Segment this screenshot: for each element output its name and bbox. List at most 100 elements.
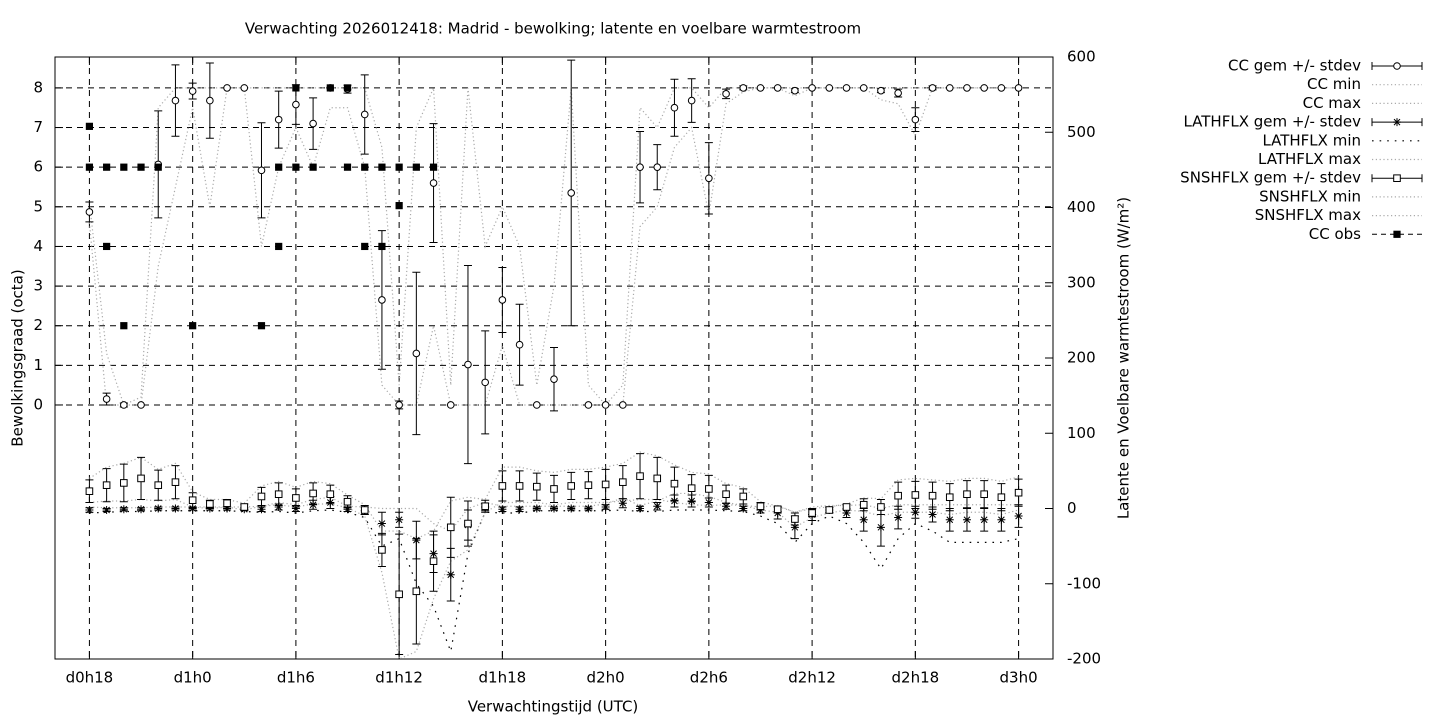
- marker: [894, 491, 902, 500]
- marker: [189, 322, 197, 330]
- x-tick-label: d1h18: [479, 669, 527, 687]
- marker: [567, 189, 576, 197]
- marker: [808, 84, 816, 92]
- marker: [188, 87, 197, 95]
- marker: [532, 482, 541, 491]
- marker: [515, 505, 524, 514]
- marker: [498, 482, 507, 490]
- marker: [429, 179, 438, 187]
- marker: [825, 84, 834, 92]
- marker: [378, 163, 386, 171]
- marker: [653, 163, 662, 171]
- marker: [705, 174, 713, 183]
- marker: [842, 503, 851, 511]
- marker: [962, 515, 971, 524]
- x-axis-label: Verwachtingstijd (UTC): [468, 698, 639, 716]
- x-tick-label: d1h12: [375, 669, 423, 687]
- marker: [85, 163, 94, 171]
- marker: [722, 90, 730, 98]
- y2-tick-label: 300: [1067, 273, 1096, 291]
- marker: [395, 515, 404, 524]
- marker: [825, 506, 834, 514]
- marker: [997, 515, 1006, 524]
- marker: [120, 163, 128, 171]
- marker: [601, 502, 610, 511]
- marker: [773, 505, 782, 514]
- marker: [343, 505, 352, 514]
- marker: [980, 515, 989, 524]
- marker: [532, 504, 541, 513]
- legend-label: LATHFLX min: [1262, 131, 1361, 149]
- y2-axis-label: Latente en Voelbare warmtestroom (W/m²): [1115, 197, 1133, 519]
- marker: [739, 84, 748, 92]
- marker: [515, 340, 524, 349]
- y-tick-label: 5: [33, 197, 43, 215]
- marker: [945, 493, 954, 502]
- marker: [498, 505, 507, 514]
- marker: [790, 523, 799, 532]
- marker: [137, 474, 145, 483]
- marker: [928, 84, 937, 92]
- marker: [532, 401, 541, 409]
- marker: [85, 487, 94, 495]
- marker: [687, 96, 696, 105]
- x-tick-label: d1h6: [277, 669, 315, 687]
- marker: [275, 242, 283, 251]
- marker: [102, 481, 111, 489]
- marker: [498, 296, 507, 304]
- marker: [584, 481, 593, 489]
- y2-tick-label: 100: [1067, 424, 1096, 442]
- marker: [137, 401, 145, 409]
- y-axis-label: Bewolkingsgraad (octa): [9, 269, 27, 446]
- marker: [1014, 488, 1023, 497]
- marker: [842, 509, 851, 518]
- marker: [137, 163, 145, 171]
- y2-tick-label: 0: [1067, 499, 1077, 517]
- marker: [154, 504, 163, 513]
- marker: [188, 496, 197, 505]
- marker: [361, 242, 369, 251]
- marker: [859, 515, 868, 524]
- marker: [188, 504, 197, 513]
- legend-label: CC min: [1307, 75, 1361, 93]
- marker: [928, 491, 937, 500]
- x-tick-label: d2h12: [788, 669, 836, 687]
- legend-marker: [1393, 62, 1401, 70]
- marker: [859, 84, 868, 92]
- marker: [963, 490, 971, 499]
- marker: [378, 546, 386, 554]
- marker: [395, 163, 403, 171]
- marker: [567, 482, 576, 490]
- marker: [292, 100, 300, 109]
- marker: [274, 502, 283, 511]
- legend-label: LATHFLX max: [1258, 150, 1361, 168]
- marker: [103, 242, 111, 251]
- marker: [102, 506, 111, 515]
- marker: [773, 84, 782, 92]
- marker: [395, 401, 403, 409]
- marker: [309, 489, 317, 498]
- marker: [257, 505, 266, 514]
- marker: [584, 401, 593, 409]
- x-tick-label: d2h6: [690, 669, 728, 687]
- marker: [292, 494, 300, 502]
- marker: [171, 504, 180, 513]
- y-tick-label: 2: [33, 316, 43, 334]
- marker: [791, 86, 799, 95]
- marker: [120, 401, 128, 409]
- y2-tick-label: -100: [1067, 574, 1101, 592]
- marker: [275, 163, 283, 171]
- marker: [429, 163, 438, 171]
- marker: [223, 499, 231, 508]
- marker: [1014, 84, 1023, 92]
- marker: [911, 508, 920, 517]
- legend-label: SNSHFLX max: [1255, 206, 1361, 224]
- y-tick-label: 6: [33, 158, 43, 176]
- marker: [911, 491, 920, 499]
- marker: [309, 119, 317, 128]
- marker: [377, 519, 386, 528]
- marker: [412, 163, 420, 171]
- marker: [756, 502, 765, 511]
- marker: [378, 296, 386, 304]
- marker: [997, 84, 1006, 92]
